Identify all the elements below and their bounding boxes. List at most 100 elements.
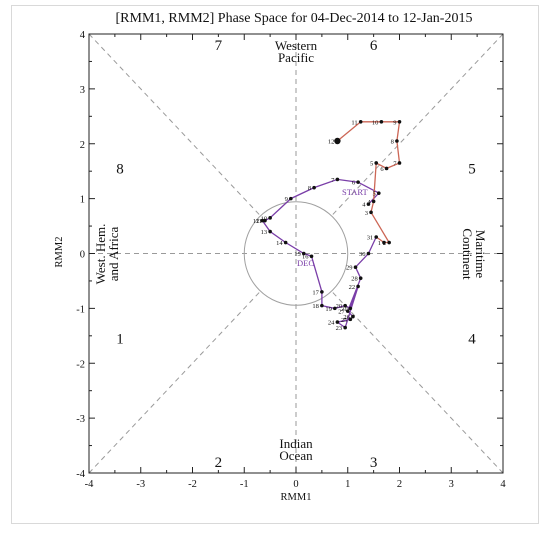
region-indian-ocean-line2: Ocean: [279, 448, 313, 463]
day-point: [320, 290, 324, 294]
x-tick-label: 3: [449, 479, 454, 490]
day-label: 6: [380, 166, 384, 173]
region-western-pacific-line2: Pacific: [278, 50, 314, 65]
day-point: [377, 191, 381, 195]
day-point: [374, 235, 379, 239]
day-point: [335, 320, 340, 324]
series-line-dec: [261, 178, 380, 329]
day-label: 15: [294, 251, 301, 258]
day-point: [320, 303, 324, 308]
day-label: 18: [312, 303, 319, 310]
x-tick-label: -4: [85, 479, 94, 490]
phase-label-6: 6: [370, 38, 378, 54]
day-label: 25: [341, 317, 348, 324]
day-point: [333, 306, 337, 311]
day-point: [358, 276, 363, 280]
region-western-pacific-line1: Western: [275, 38, 318, 53]
day-point: [397, 120, 402, 124]
x-axis-label: RMM1: [281, 492, 312, 503]
x-tick-label: 1: [345, 479, 350, 490]
day-point: [335, 177, 340, 182]
day-label: 28: [351, 276, 358, 283]
y-tick-label: -3: [76, 414, 85, 425]
day-point: [301, 251, 306, 256]
day-point: [348, 317, 353, 322]
day-point: [343, 303, 347, 308]
day-point: [353, 265, 358, 270]
day-point: [374, 161, 379, 165]
day-label: 4: [362, 202, 366, 209]
day-label: 13: [261, 229, 268, 236]
day-label: 21: [341, 306, 348, 313]
day-label: 31: [367, 235, 374, 242]
day-label: 4: [367, 199, 371, 206]
phase-label-5: 5: [468, 161, 476, 177]
day-label: 9: [393, 119, 396, 126]
day-label: 1: [378, 240, 381, 247]
day-point: [268, 229, 272, 234]
phase-label-1: 1: [116, 332, 124, 348]
day-label: 6: [352, 180, 356, 187]
day-label: 11: [256, 218, 262, 225]
day-label: 8: [308, 185, 311, 192]
x-tick-label: -1: [240, 479, 249, 490]
y-tick-label: 1: [80, 195, 85, 206]
day-point: [343, 325, 347, 330]
day-label: 10: [261, 215, 268, 222]
day-point: [371, 199, 376, 204]
day-label: 22: [349, 284, 356, 291]
day-label: 29: [346, 265, 353, 272]
day-point: [263, 218, 267, 223]
phase-label-4: 4: [468, 332, 476, 348]
day-point: [309, 254, 314, 259]
day-label: 16: [302, 254, 309, 261]
y-tick-label: 3: [80, 85, 85, 96]
day-point: [379, 120, 384, 124]
day-label: 3: [365, 210, 368, 217]
day-label: 9: [285, 196, 288, 203]
day-point: [268, 216, 272, 220]
day-label: 7: [331, 177, 335, 184]
day-point: [334, 137, 341, 145]
y-tick-label: 0: [80, 250, 85, 261]
day-label: 10: [372, 119, 379, 126]
phase-label-3: 3: [370, 455, 378, 471]
start-label: START: [342, 187, 369, 197]
day-point: [283, 240, 288, 245]
day-label: 5: [373, 191, 376, 198]
guide-diagonal-sw: [88, 292, 260, 474]
unit-circle: [243, 201, 349, 306]
day-label: 27: [338, 309, 345, 316]
x-tick-label: 4: [500, 479, 506, 490]
day-label: 19: [325, 306, 332, 313]
day-point: [356, 284, 360, 289]
day-label: 24: [328, 320, 335, 327]
guide-diagonal-se: [332, 292, 504, 474]
y-axis-label: RMM2: [54, 237, 65, 268]
y-tick-label: 2: [80, 140, 85, 151]
day-point: [387, 240, 391, 245]
day-label: 11: [351, 119, 357, 126]
day-label: 12: [328, 139, 335, 146]
day-label: 2: [383, 240, 386, 247]
day-point: [260, 218, 265, 223]
day-label: 26: [343, 314, 350, 321]
day-point: [384, 166, 389, 171]
day-point: [345, 309, 350, 313]
day-point: [351, 314, 355, 319]
day-point: [382, 240, 386, 245]
day-label: 7: [393, 160, 397, 167]
x-tick-label: -2: [188, 479, 197, 490]
day-point: [369, 210, 373, 215]
day-point: [397, 161, 402, 165]
day-point: [395, 139, 399, 143]
y-tick-label: 4: [80, 30, 86, 41]
region-west-hem-africa-line1: West. Hem.: [93, 224, 108, 285]
x-tick-label: 0: [293, 479, 298, 490]
day-label: 23: [336, 325, 343, 332]
day-point: [289, 196, 293, 201]
y-tick-label: -2: [76, 359, 85, 370]
day-label: 17: [312, 289, 319, 296]
day-point: [366, 251, 371, 256]
